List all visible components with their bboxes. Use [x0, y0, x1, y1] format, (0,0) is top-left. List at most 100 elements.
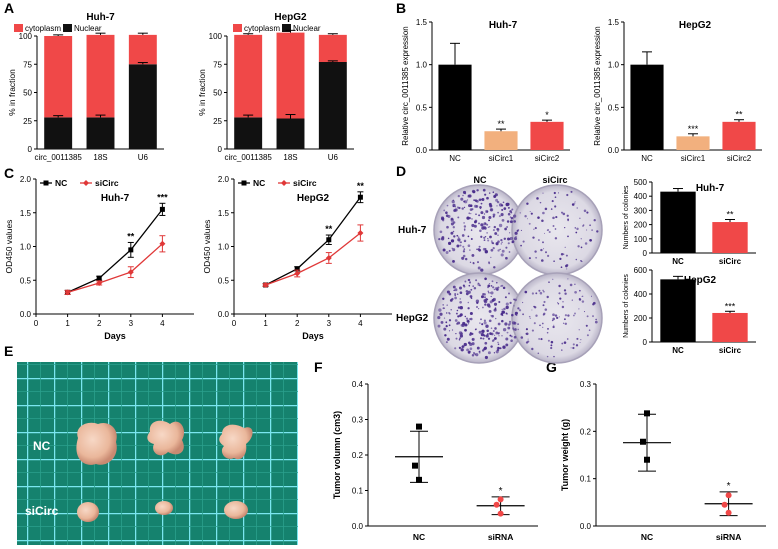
- y-tick-label: 0: [28, 145, 33, 154]
- y-tick-label: 0.5: [608, 103, 620, 112]
- y-tick-label: 1.5: [608, 18, 620, 27]
- colony-dot: [483, 319, 486, 322]
- colony-dot: [451, 297, 454, 301]
- colony-dot: [553, 260, 555, 263]
- colony-dot: [592, 301, 596, 305]
- colony-dot: [489, 292, 491, 294]
- colony-dot: [463, 222, 465, 224]
- colony-dot: [488, 261, 490, 264]
- colony-dot: [504, 322, 508, 326]
- colony-dot: [493, 288, 496, 291]
- colony-dot: [457, 236, 460, 238]
- colony-dot: [490, 285, 493, 287]
- colony-dot: [537, 352, 540, 355]
- y-tick-label: 25: [23, 117, 32, 126]
- colony-dot: [578, 298, 581, 300]
- colony-dot: [496, 227, 499, 231]
- colony-dot: [561, 349, 563, 351]
- colony-dot: [534, 227, 537, 230]
- colony-dot: [461, 256, 465, 260]
- colony-dot: [485, 236, 487, 238]
- colony-dot: [529, 211, 531, 213]
- colony-dot: [564, 322, 568, 326]
- bar-nuclear: [318, 61, 347, 149]
- colony-dot: [575, 344, 579, 347]
- colony-dot: [524, 290, 528, 294]
- colony-dot: [445, 341, 448, 344]
- colony-dot: [509, 220, 513, 224]
- colony-dot: [455, 337, 458, 340]
- bar: [660, 191, 696, 253]
- colony-dot: [454, 288, 458, 292]
- colony-dot: [478, 222, 480, 225]
- colony-dot: [546, 331, 549, 334]
- colony-dot: [501, 241, 503, 244]
- y-axis-label: % in fraction: [197, 69, 207, 116]
- colony-dot: [452, 226, 455, 229]
- colony-dot: [580, 246, 583, 249]
- colony-dot: [463, 285, 466, 288]
- significance-label: ***: [157, 192, 168, 202]
- colony-dot: [484, 250, 488, 254]
- colony-dot: [506, 331, 509, 334]
- colony-dot: [473, 199, 475, 201]
- colony-dot: [477, 282, 480, 285]
- colony-dot: [467, 194, 470, 197]
- colony-dot: [539, 201, 542, 204]
- colony-dot: [497, 240, 500, 243]
- colony-dot: [488, 219, 490, 222]
- bar-nuclear: [86, 117, 115, 149]
- colony-dot: [464, 257, 468, 261]
- panel-letter-a: A: [4, 0, 14, 16]
- colony-dot: [553, 355, 555, 358]
- colony-dot: [473, 352, 475, 354]
- colony-dot: [448, 311, 451, 314]
- colony-dot: [548, 230, 551, 234]
- significance-label: *: [727, 481, 731, 492]
- colony-dot: [478, 248, 482, 252]
- colony-dot: [570, 347, 572, 349]
- colony-dot: [458, 338, 461, 341]
- colony-dot: [509, 232, 511, 234]
- colony-dot: [508, 251, 511, 253]
- bar: [712, 222, 748, 253]
- bar: [630, 64, 664, 150]
- colony-dot: [493, 334, 496, 337]
- colony-dot: [505, 202, 509, 207]
- colony-dot: [574, 201, 576, 203]
- colony-dot: [547, 339, 550, 342]
- colony-dot: [567, 314, 570, 317]
- colony-dot: [477, 261, 479, 264]
- colony-dot: [505, 312, 508, 315]
- colony-dot: [532, 236, 535, 239]
- y-tick-label: 75: [213, 60, 222, 69]
- panel-letter-c: C: [4, 165, 14, 181]
- colony-dot: [447, 214, 451, 218]
- colony-dot: [507, 323, 511, 326]
- colony-dot: [442, 304, 445, 306]
- colony-dot: [543, 300, 546, 304]
- colony-dot: [458, 241, 460, 243]
- colony-dot: [483, 334, 485, 336]
- colony-dot: [533, 322, 536, 325]
- colony-dot: [583, 311, 586, 313]
- colony-dot: [483, 213, 486, 215]
- colony-dot: [580, 238, 582, 240]
- colony-dot: [486, 196, 489, 200]
- colony-dot: [535, 292, 538, 295]
- colony-dot: [575, 231, 578, 234]
- colony-dot: [580, 339, 582, 341]
- colony-dot: [477, 266, 481, 270]
- colony-dot: [505, 343, 509, 347]
- colony-dot: [508, 320, 512, 324]
- colony-dot: [484, 193, 487, 196]
- colony-dot: [509, 210, 512, 213]
- colony-dot: [482, 337, 485, 340]
- colony-dot: [500, 243, 502, 245]
- colony-dot: [445, 325, 448, 328]
- colony-dot: [445, 251, 449, 254]
- point-nc: [96, 275, 102, 281]
- colony-dot: [493, 352, 496, 354]
- colony-dot: [459, 298, 462, 300]
- colony-dot: [510, 339, 513, 342]
